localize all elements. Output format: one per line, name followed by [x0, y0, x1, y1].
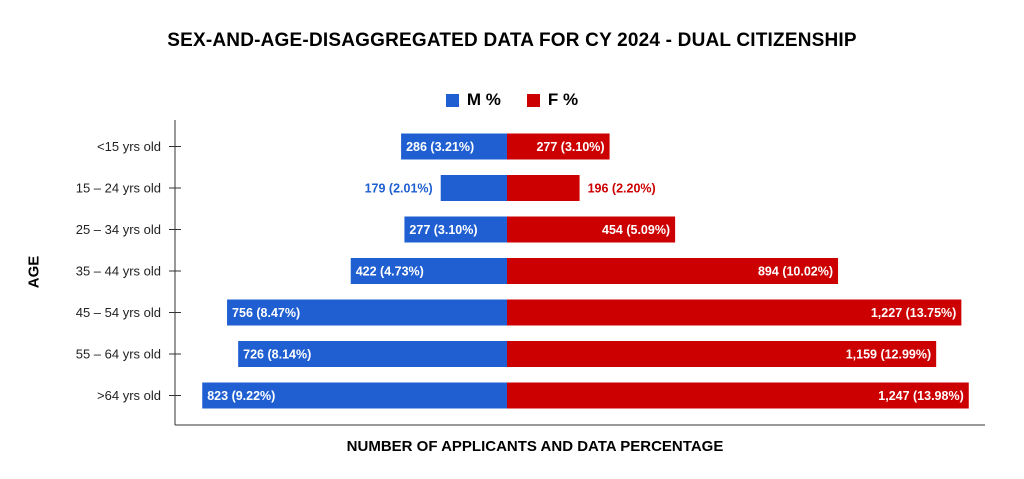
- y-tick-label: 55 – 64 yrs old: [76, 347, 161, 362]
- legend-item-male: M %: [445, 90, 501, 110]
- bar-label-male: 756 (8.47%): [232, 306, 300, 320]
- bar-label-female: 894 (10.02%): [758, 265, 833, 279]
- legend-label-male: M %: [466, 90, 501, 109]
- bar-female: [507, 299, 962, 326]
- bar-label-female: 277 (3.10%): [536, 140, 604, 154]
- bar-male: [238, 341, 507, 367]
- y-tick-label: 35 – 44 yrs old: [76, 264, 161, 279]
- bar-label-female: 1,159 (12.99%): [846, 348, 931, 362]
- legend-label-female: F %: [547, 90, 579, 109]
- bar-male: [401, 133, 507, 160]
- bar-label-male: 277 (3.10%): [409, 223, 477, 237]
- bar-male: [227, 299, 507, 326]
- chart-legend: M % F %: [0, 90, 1024, 110]
- bar-male: [350, 258, 507, 284]
- bar-female: [507, 341, 937, 367]
- y-tick-label: 25 – 34 yrs old: [76, 222, 161, 237]
- chart-title: SEX-AND-AGE-DISAGGREGATED DATA FOR CY 20…: [167, 30, 857, 51]
- bar-female: [507, 133, 610, 160]
- bar-label-male: 286 (3.21%): [406, 140, 474, 154]
- legend-item-female: F %: [526, 90, 579, 110]
- bar-female: [507, 175, 580, 201]
- bar-male: [440, 175, 507, 201]
- bar-label-female: 1,227 (13.75%): [871, 306, 956, 320]
- bar-label-female: 196 (2.20%): [588, 182, 656, 196]
- bar-female: [507, 382, 969, 409]
- legend-swatch-male: [445, 93, 459, 107]
- bar-label-male: 179 (2.01%): [365, 182, 433, 196]
- bar-label-male: 726 (8.14%): [243, 348, 311, 362]
- bar-label-male: 422 (4.73%): [356, 265, 424, 279]
- y-tick-label: >64 yrs old: [97, 388, 161, 403]
- bar-label-female: 454 (5.09%): [602, 223, 670, 237]
- x-axis-title: NUMBER OF APPLICANTS AND DATA PERCENTAGE: [346, 438, 724, 455]
- bar-male: [202, 382, 507, 409]
- legend-swatch-female: [526, 93, 540, 107]
- bar-label-male: 823 (9.22%): [207, 389, 275, 403]
- y-tick-label: <15 yrs old: [97, 139, 161, 154]
- y-tick-label: 15 – 24 yrs old: [76, 181, 161, 196]
- bar-female: [507, 258, 839, 284]
- y-tick-label: 45 – 54 yrs old: [76, 305, 161, 320]
- bar-male: [404, 216, 507, 243]
- bar-female: [507, 216, 676, 243]
- bar-label-female: 1,247 (13.98%): [878, 389, 963, 403]
